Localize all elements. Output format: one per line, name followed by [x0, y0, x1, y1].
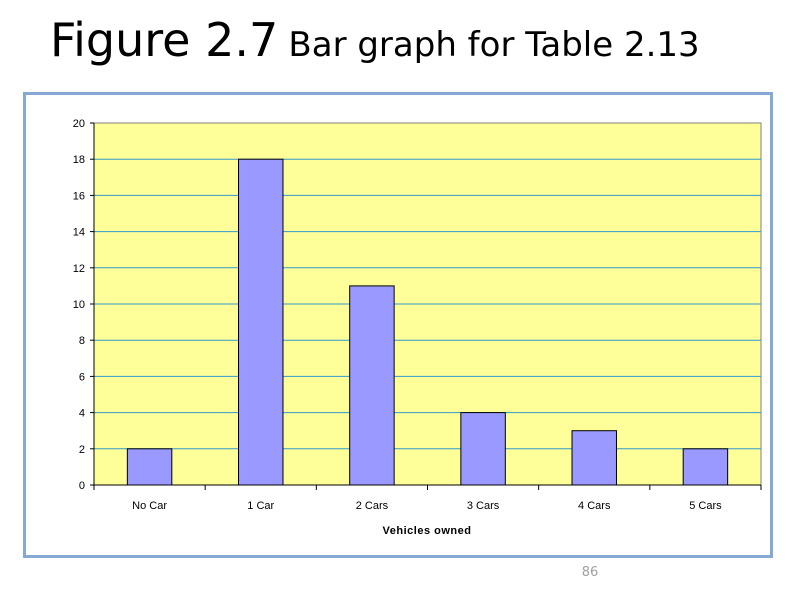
- y-tick-label: 8: [79, 335, 85, 347]
- bar-chart: 0 2 4 6 8 10 12 14 16 18 20 No Car 1 Car 2 Cars 3 Car…: [73, 118, 762, 537]
- x-tick-label: 3 Cars: [467, 500, 500, 512]
- figure-caption: Bar graph for Table 2.13: [288, 25, 700, 65]
- slide-title: Figure 2.7 Bar graph for Table 2.13: [50, 8, 770, 77]
- y-tick-label: 2: [79, 444, 85, 456]
- bar-4-cars: [571, 430, 617, 486]
- gridlines: [94, 158, 761, 450]
- bar-1-car: [238, 158, 284, 486]
- chart-frame: 0 2 4 6 8 10 12 14 16 18 20 No Car 1 Car 2 Cars 3 Car…: [23, 92, 773, 558]
- x-axis-title: Vehicles owned: [383, 525, 472, 537]
- bar-2-cars: [349, 285, 395, 486]
- bar-no-car: [126, 448, 173, 486]
- page-number: 86: [581, 565, 599, 580]
- y-tick-label: 10: [73, 299, 85, 311]
- y-tick-label: 20: [73, 118, 85, 130]
- bar-3-cars: [460, 412, 506, 486]
- y-ticks: 0 2 4 6 8 10 12 14 16 18 20: [73, 118, 94, 492]
- figure-number: Figure 2.7: [50, 13, 279, 67]
- y-tick-label: 0: [79, 480, 85, 492]
- x-tick-label: 5 Cars: [689, 500, 722, 512]
- y-tick-label: 16: [73, 190, 85, 202]
- x-tick-label: 1 Car: [247, 500, 274, 512]
- x-ticks: No Car 1 Car 2 Cars 3 Cars 4 Cars 5 Cars: [93, 485, 762, 512]
- y-tick-label: 14: [73, 227, 85, 239]
- x-tick-label: No Car: [132, 500, 167, 512]
- y-tick-label: 18: [73, 154, 85, 166]
- x-tick-label: 2 Cars: [356, 500, 389, 512]
- bars: [126, 158, 729, 486]
- y-tick-label: 4: [79, 408, 85, 420]
- y-tick-label: 12: [73, 263, 85, 275]
- bar-5-cars: [682, 448, 729, 486]
- y-tick-label: 6: [79, 371, 85, 383]
- x-tick-label: 4 Cars: [578, 500, 611, 512]
